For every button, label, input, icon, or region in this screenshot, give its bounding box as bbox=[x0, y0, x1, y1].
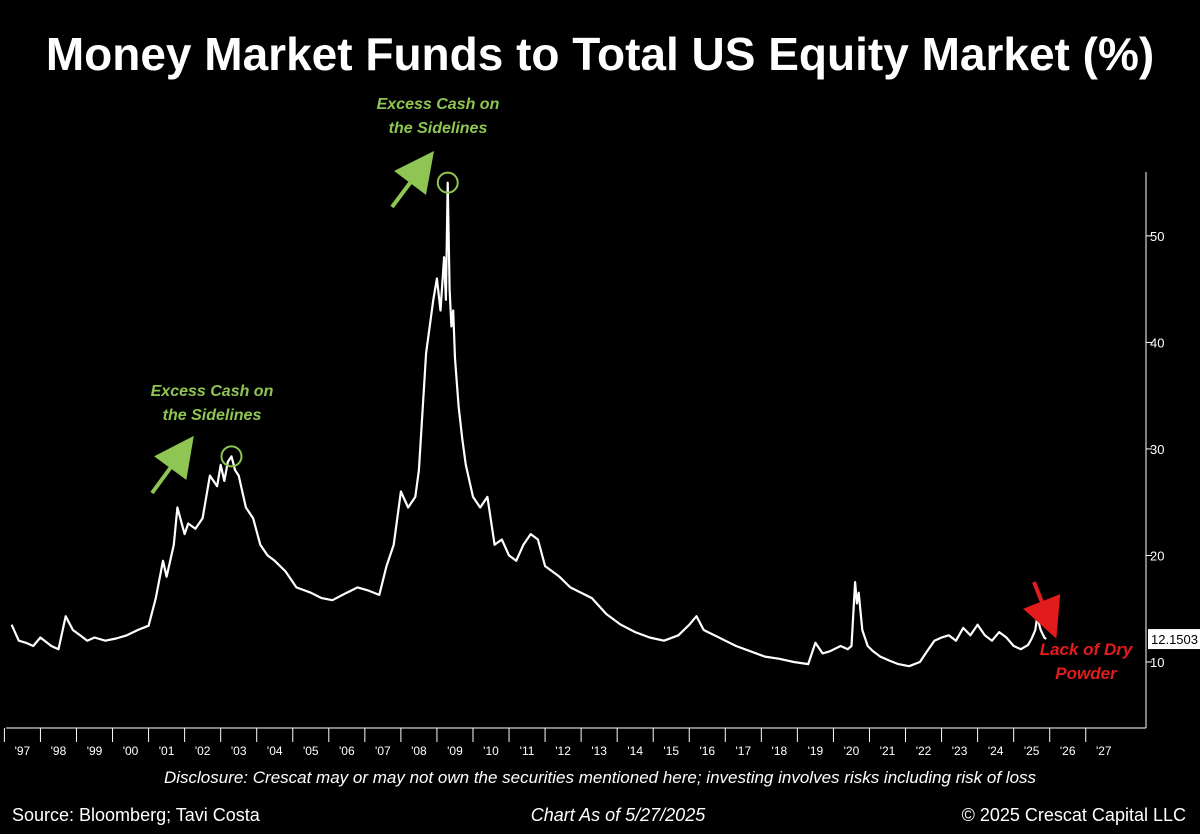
x-tick-label: '24 bbox=[988, 744, 1004, 758]
x-tick-label: '17 bbox=[735, 744, 751, 758]
x-tick-label: '99 bbox=[87, 744, 103, 758]
annotation-line: Powder bbox=[1055, 664, 1117, 683]
disclosure-text: Disclosure: Crescat may or may not own t… bbox=[163, 768, 1037, 787]
x-tick-label: '07 bbox=[375, 744, 391, 758]
x-tick-label: '23 bbox=[952, 744, 968, 758]
chart-as-of-text: Chart As of 5/27/2025 bbox=[530, 805, 706, 825]
annotation-excess-cash-2009: Excess Cash on the Sidelines bbox=[376, 93, 500, 141]
x-tick-label: '13 bbox=[591, 744, 607, 758]
x-tick-label: '10 bbox=[483, 744, 499, 758]
annotation-line: the Sidelines bbox=[388, 120, 488, 137]
y-tick-label: 10 bbox=[1150, 655, 1164, 670]
annotation-line: Lack of Dry bbox=[1039, 640, 1133, 659]
x-tick-label: '20 bbox=[844, 744, 860, 758]
annotation-line: Excess Cash on bbox=[150, 383, 274, 400]
x-tick-label: '05 bbox=[303, 744, 319, 758]
y-tick-label: 40 bbox=[1150, 335, 1164, 350]
current-value-box bbox=[1148, 629, 1200, 650]
annotation-line: the Sidelines bbox=[162, 407, 262, 424]
x-tick-label: '01 bbox=[159, 744, 175, 758]
x-tick-label: '08 bbox=[411, 744, 427, 758]
x-tick-label: '02 bbox=[195, 744, 211, 758]
x-tick-label: '19 bbox=[808, 744, 824, 758]
x-tick-label: '00 bbox=[123, 744, 139, 758]
annotation-lack-of-dry-powder: Lack of Dry Powder bbox=[1028, 638, 1144, 686]
source-text: Source: Bloomberg; Tavi Costa bbox=[12, 805, 260, 825]
arrow-green-1 bbox=[150, 435, 194, 495]
x-tick-label: '22 bbox=[916, 744, 932, 758]
x-tick-label: '25 bbox=[1024, 744, 1040, 758]
annotation-line: Excess Cash on bbox=[376, 96, 500, 113]
x-tick-label: '21 bbox=[880, 744, 896, 758]
copyright-text: © 2025 Crescat Capital LLC bbox=[961, 805, 1186, 825]
x-tick-label: '27 bbox=[1096, 744, 1112, 758]
axes: 10 20 30 40 50 '97 '98 '99 '00 '01 '02 '03 '04 '05 '06… bbox=[3, 172, 1200, 758]
annotation-marker bbox=[220, 445, 243, 468]
y-tick-label: 30 bbox=[1150, 442, 1164, 457]
annotation-marks bbox=[150, 151, 1061, 639]
y-tick-label: 50 bbox=[1150, 229, 1164, 244]
arrow-green-2 bbox=[390, 151, 434, 209]
arrow-red bbox=[1023, 581, 1061, 639]
series-group bbox=[10, 171, 1047, 668]
x-tick-label: '14 bbox=[627, 744, 643, 758]
x-tick-label: '03 bbox=[231, 744, 247, 758]
chart-title: Money Market Funds to Total US Equity Ma… bbox=[45, 28, 1155, 80]
x-tick-label: '18 bbox=[772, 744, 788, 758]
annotation-marker bbox=[436, 171, 459, 194]
annotation-excess-cash-2002: Excess Cash on the Sidelines bbox=[150, 380, 274, 428]
x-tick-label: '09 bbox=[447, 744, 463, 758]
x-tick-label: '15 bbox=[663, 744, 679, 758]
series-line bbox=[10, 181, 1047, 668]
x-tick-label: '98 bbox=[51, 744, 67, 758]
x-tick-label: '97 bbox=[15, 744, 31, 758]
x-tick-label: '26 bbox=[1060, 744, 1076, 758]
y-tick-label: 20 bbox=[1150, 548, 1164, 563]
x-tick-label: '16 bbox=[699, 744, 715, 758]
x-tick-label: '04 bbox=[267, 744, 283, 758]
x-tick-label: '11 bbox=[520, 744, 535, 758]
x-tick-label: '06 bbox=[339, 744, 355, 758]
x-tick-label: '12 bbox=[555, 744, 571, 758]
current-value-label: 12.1503 bbox=[1151, 632, 1198, 647]
